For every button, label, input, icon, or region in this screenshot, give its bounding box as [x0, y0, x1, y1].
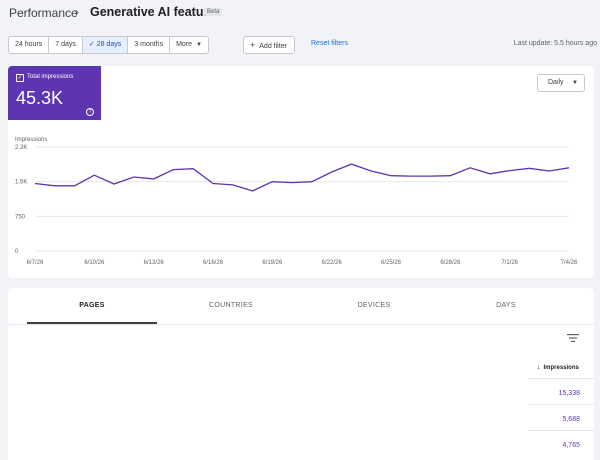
row-divider: [528, 430, 594, 431]
caret-down-icon: ▼: [196, 42, 202, 48]
plus-icon: +: [250, 40, 255, 50]
tab-devices[interactable]: DEVICES: [309, 302, 439, 309]
x-tick-label: 6/10/26: [84, 260, 105, 266]
table-cell-impressions: 4,765: [562, 442, 580, 449]
last-update-text: Last update: 5.5 hours ago: [514, 40, 597, 47]
x-tick-label: 6/22/26: [322, 260, 343, 266]
x-tick-label: 6/13/26: [144, 260, 165, 266]
page-title: Generative AI features: [90, 5, 222, 19]
y-tick-label: 2.3K: [15, 145, 27, 151]
tab-pages[interactable]: PAGES: [27, 302, 157, 309]
filter-icon[interactable]: [566, 332, 580, 344]
y-axis-title: Impressions: [15, 137, 47, 143]
add-filter-button[interactable]: + Add filter: [243, 36, 295, 54]
row-divider: [528, 378, 594, 379]
range-28-days[interactable]: ✓28 days: [83, 37, 128, 53]
range-28-days-label: 28 days: [97, 41, 122, 48]
date-range-selector: 24 hours 7 days ✓28 days 3 months More ▼: [8, 36, 209, 54]
range-24-hours[interactable]: 24 hours: [9, 37, 49, 53]
impressions-line-chart: Impressions 2.3K 1.5K 750 0 6/7/26 6/10/26 6/13…: [8, 66, 594, 278]
x-tick-label: 7/1/26: [501, 260, 518, 266]
impressions-column-header[interactable]: ↓Impressions: [537, 364, 579, 371]
filter-toolbar: 24 hours 7 days ✓28 days 3 months More▼ …: [0, 36, 600, 54]
range-more-dropdown[interactable]: More ▼: [170, 37, 208, 53]
dimensions-table-card: PAGES COUNTRIES DEVICES DAYS ↓Impression…: [8, 288, 594, 460]
y-tick-label: 750: [15, 214, 26, 220]
impressions-series-line: [35, 164, 569, 191]
page-header: Performance › Generative AI features Bet…: [0, 0, 600, 28]
x-tick-label: 6/16/26: [203, 260, 224, 266]
range-7-days[interactable]: 7 days: [49, 37, 83, 53]
check-icon: ✓: [89, 41, 95, 48]
row-divider: [528, 404, 594, 405]
table-cell-impressions: 15,338: [559, 390, 580, 397]
x-tick-label: 6/28/26: [440, 260, 461, 266]
add-filter-label: Add filter: [259, 43, 287, 50]
reset-filters-link[interactable]: Reset filters: [311, 40, 348, 47]
x-tick-label: 6/25/26: [381, 260, 402, 266]
x-tick-label: 7/4/26: [561, 260, 578, 266]
sort-down-arrow-icon: ↓: [537, 364, 541, 371]
tab-days[interactable]: DAYS: [441, 302, 571, 309]
beta-badge: Beta: [204, 8, 222, 16]
y-tick-label: 1.5K: [15, 180, 27, 186]
range-more-label: More: [176, 41, 192, 48]
breadcrumb-separator-icon: ›: [75, 5, 79, 19]
range-3-months[interactable]: 3 months: [128, 37, 170, 53]
tab-countries[interactable]: COUNTRIES: [166, 302, 296, 309]
impressions-column-label: Impressions: [544, 365, 579, 371]
performance-chart-card: ✓ Total impressions 45.3K ? Daily ▼ Impr…: [8, 66, 594, 278]
x-tick-label: 6/19/26: [262, 260, 283, 266]
y-tick-label: 0: [15, 249, 19, 255]
tabs-divider: [8, 324, 594, 325]
x-tick-label: 6/7/26: [27, 260, 44, 266]
table-cell-impressions: 5,688: [562, 416, 580, 423]
breadcrumb-performance[interactable]: Performance: [9, 6, 78, 20]
